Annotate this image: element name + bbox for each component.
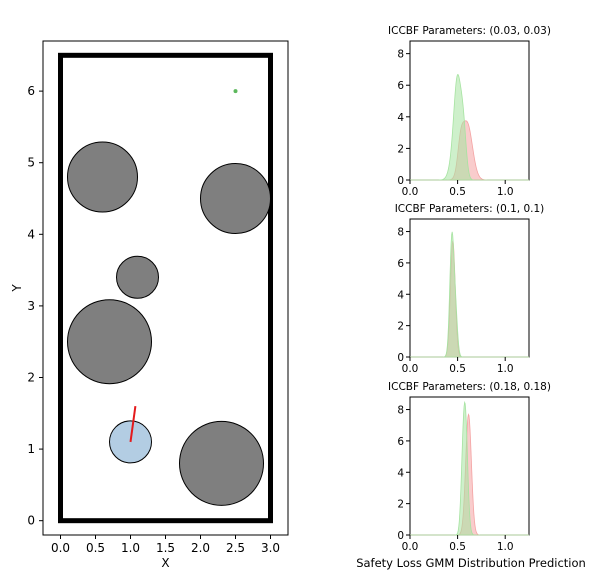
x-tick-label: 2.5	[226, 541, 245, 555]
x-tick-label: 0.0	[402, 363, 419, 375]
y-tick-label: 8	[397, 405, 404, 417]
x-tick-label: 1.0	[497, 186, 514, 198]
obstacle-2	[200, 163, 271, 235]
y-tick-label: 0	[397, 352, 404, 364]
boundary-rect	[58, 52, 273, 524]
x-tick-label: 0.5	[449, 363, 466, 375]
x-tick-label: 1.0	[497, 541, 514, 553]
x-tick-label: 1.0	[497, 363, 514, 375]
y-tick-label: 0	[397, 175, 404, 187]
y-tick-label: 8	[397, 49, 404, 61]
y-tick-label: 5	[27, 156, 35, 170]
obstacle-4	[67, 299, 152, 385]
x-tick-label: 0.0	[402, 541, 419, 553]
density-green	[410, 74, 529, 181]
y-tick-label: 4	[27, 227, 35, 241]
distribution-plot-2: 0.0 0.5 1.0 0 2 4 6 8 ICCBF Parameters: (0.1, 0.…	[395, 203, 545, 375]
y-tick-label: 2	[27, 370, 35, 384]
x-tick-label: 1.5	[156, 541, 175, 555]
y-tick-label: 2	[397, 321, 404, 333]
x-tick-label: 0.5	[449, 541, 466, 553]
x-axis-label: X	[161, 556, 169, 570]
y-tick-label: 6	[27, 84, 35, 98]
x-tick-label: 0.0	[402, 186, 419, 198]
x-tick-label: 0.5	[449, 186, 466, 198]
obstacle-3	[116, 255, 159, 299]
density-green	[410, 400, 529, 536]
subplot-frame	[409, 218, 530, 358]
robot-heading	[129, 405, 137, 443]
y-tick-label: 1	[27, 442, 35, 456]
environment-plot: 0.0 0.5 1.0 1.5 2.0 2.5 3.0 0 1 2 3 4 5 6 X Y	[10, 40, 289, 570]
y-tick-label: 6	[397, 258, 404, 270]
distribution-plot-1: 0.0 0.5 1.0 0 2 4 6 8 ICCBF Parameters: (0.03, 0…	[388, 25, 551, 198]
y-axis-label: Y	[10, 284, 24, 293]
y-tick-label: 0	[27, 514, 35, 528]
shared-x-label: Safety Loss GMM Distribution Prediction	[356, 556, 586, 570]
obstacle-1	[67, 141, 138, 213]
y-tick-label: 6	[397, 436, 404, 448]
obstacle-5	[179, 420, 264, 506]
subplot-title: ICCBF Parameters: (0.03, 0.03)	[388, 25, 551, 37]
y-tick-label: 4	[397, 112, 404, 124]
y-tick-label: 2	[397, 499, 404, 511]
goal-point	[233, 89, 238, 94]
subplot-title: ICCBF Parameters: (0.1, 0.1)	[395, 203, 545, 215]
density-green	[410, 231, 529, 358]
y-tick-label: 4	[397, 467, 404, 479]
subplot-title: ICCBF Parameters: (0.18, 0.18)	[388, 381, 551, 393]
x-tick-label: 0.0	[51, 541, 70, 555]
y-tick-label: 3	[27, 299, 35, 313]
y-tick-label: 4	[397, 289, 404, 301]
x-tick-label: 3.0	[261, 541, 280, 555]
y-tick-label: 8	[397, 227, 404, 239]
x-tick-label: 1.0	[121, 541, 140, 555]
x-tick-label: 0.5	[86, 541, 105, 555]
x-tick-label: 2.0	[191, 541, 210, 555]
y-tick-label: 2	[397, 143, 404, 155]
y-tick-label: 6	[397, 80, 404, 92]
y-tick-label: 0	[397, 530, 404, 542]
distribution-plot-3: 0.0 0.5 1.0 0 2 4 6 8 ICCBF Parameters: (0.18, 0…	[356, 381, 586, 570]
